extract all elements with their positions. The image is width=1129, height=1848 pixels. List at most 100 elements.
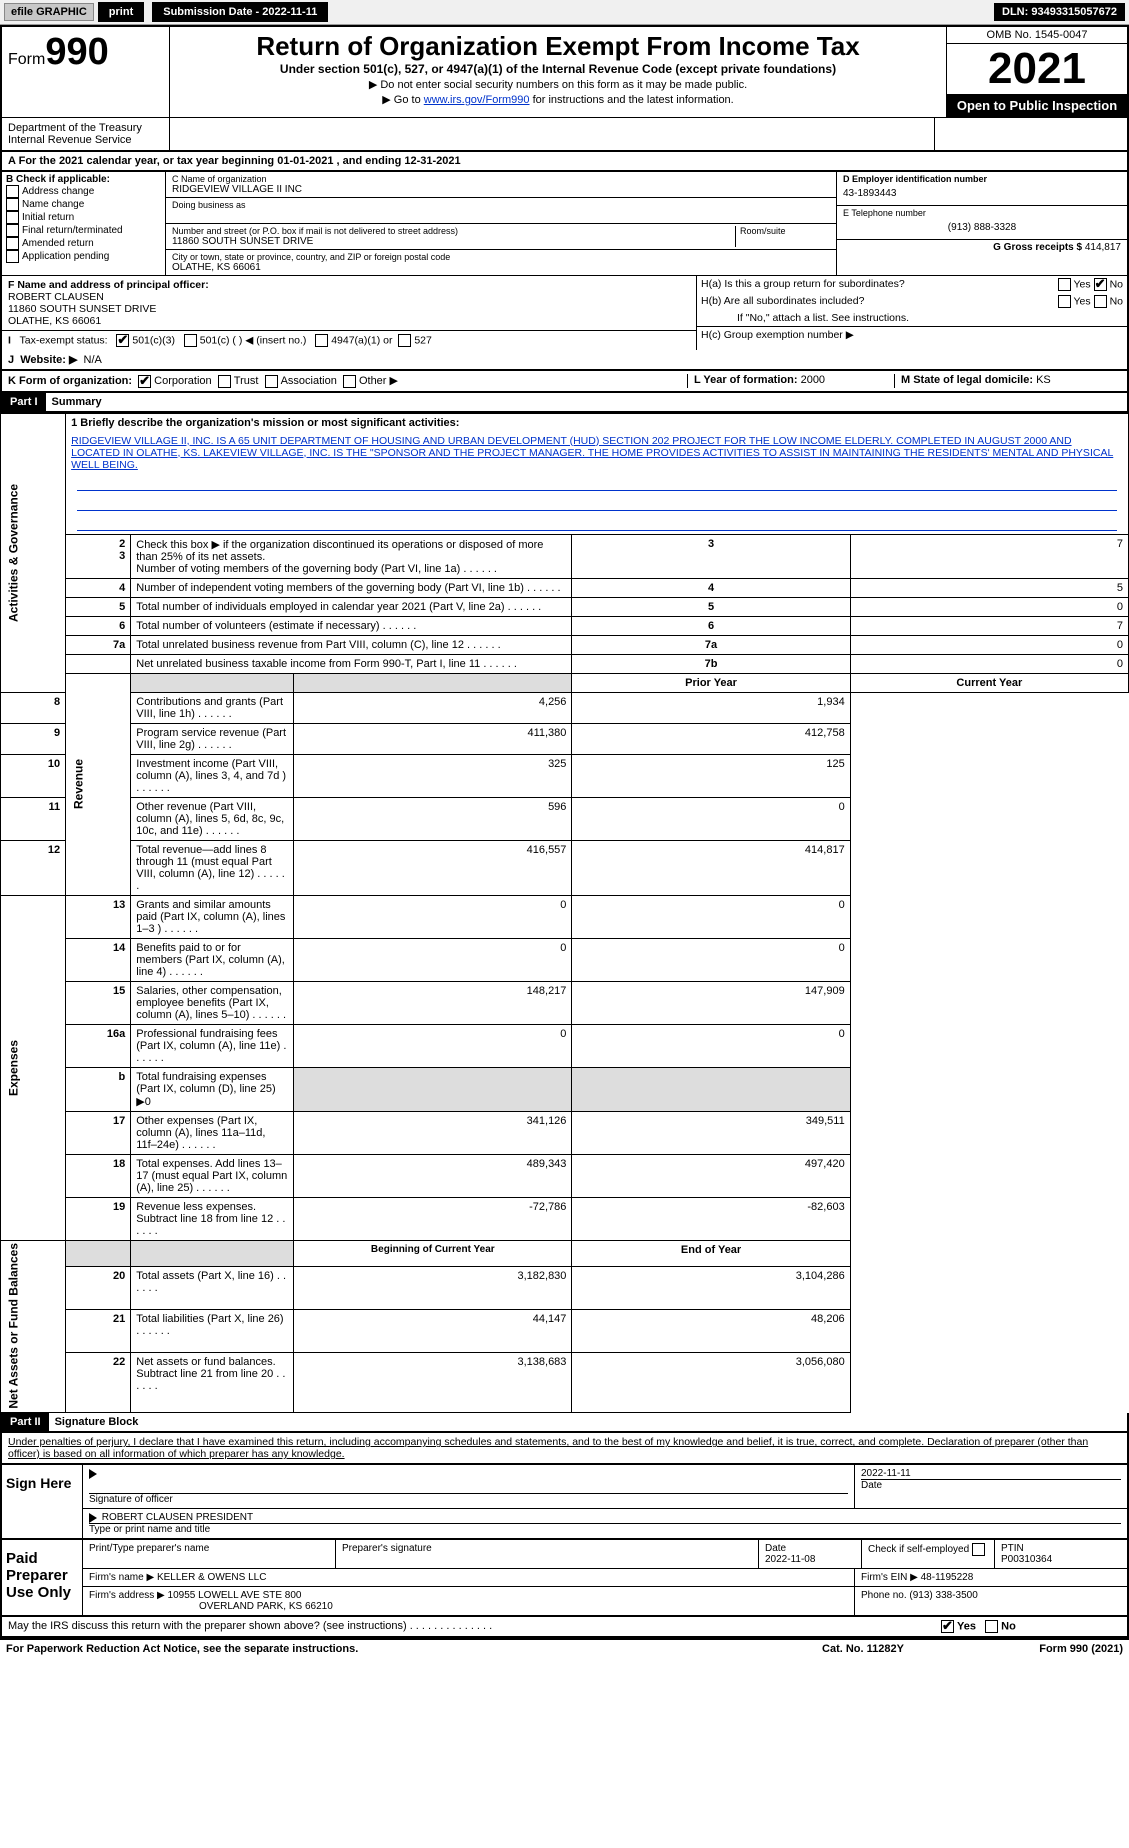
chk-4947a1[interactable] — [315, 334, 328, 347]
row-na-0: Total assets (Part X, line 16) — [131, 1267, 294, 1310]
arrow-icon — [89, 1469, 97, 1479]
chk-501c[interactable] — [184, 334, 197, 347]
lbl-final-return: Final return/terminated — [22, 225, 123, 236]
street-address: 11860 SOUTH SUNSET DRIVE — [172, 236, 735, 247]
row-ag-4: Total unrelated business revenue from Pa… — [131, 635, 572, 654]
prep-self-emp: Check if self-employed — [868, 1544, 988, 1555]
city-state-zip: OLATHE, KS 66061 — [172, 262, 830, 273]
period-text: For the 2021 calendar year, or tax year … — [19, 155, 461, 167]
website-label: Website: ▶ — [20, 354, 77, 366]
form-subtitle: Under section 501(c), 527, or 4947(a)(1)… — [176, 62, 940, 76]
officer-name: ROBERT CLAUSEN — [8, 291, 690, 303]
chk-discuss-yes[interactable] — [941, 1620, 954, 1633]
chk-address-change[interactable] — [6, 185, 19, 198]
block-fh: F Name and address of principal officer:… — [0, 275, 1129, 350]
chk-corp[interactable] — [138, 375, 151, 388]
l-label: L Year of formation: — [694, 374, 798, 386]
phone-value: (913) 888-3328 — [843, 218, 1121, 237]
chk-final-return[interactable] — [6, 224, 19, 237]
typed-name-label: Type or print name and title — [89, 1523, 1121, 1535]
header-row-2: Department of the Treasury Internal Reve… — [0, 117, 1129, 152]
dln-label: DLN: 93493315057672 — [994, 3, 1125, 21]
prep-date-h: Date — [765, 1543, 786, 1554]
gross-receipts-value: 414,817 — [1085, 242, 1121, 253]
paid-preparer-label: Paid Preparer Use Only — [2, 1540, 83, 1615]
chk-501c3[interactable] — [116, 334, 129, 347]
sig-officer-line: Signature of officer — [89, 1493, 848, 1505]
chk-name-change[interactable] — [6, 198, 19, 211]
chk-app-pending[interactable] — [6, 250, 19, 263]
note-link-pre: ▶ Go to — [382, 94, 423, 106]
ln-2: 23 — [66, 534, 131, 578]
tax-year: 2021 — [947, 44, 1127, 94]
row-exp-2: Salaries, other compensation, employee b… — [131, 981, 294, 1024]
firm-phone: (913) 338-3500 — [909, 1590, 977, 1601]
print-button[interactable]: print — [98, 2, 144, 22]
label-i: I — [8, 334, 11, 346]
chk-amended-return[interactable] — [6, 237, 19, 250]
lbl-501c: 501(c) ( ) ◀ (insert no.) — [200, 334, 307, 346]
row-exp-5: Other expenses (Part IX, column (A), lin… — [131, 1111, 294, 1154]
period-row: A For the 2021 calendar year, or tax yea… — [0, 152, 1129, 172]
th-end: End of Year — [572, 1240, 850, 1266]
chk-self-employed[interactable] — [972, 1543, 985, 1556]
lbl-name-change: Name change — [22, 199, 84, 210]
street-label: Number and street (or P.O. box if mail i… — [172, 226, 735, 236]
lbl-corp: Corporation — [154, 375, 211, 387]
lbl-other: Other ▶ — [359, 375, 398, 387]
city-label: City or town, state or province, country… — [172, 252, 830, 262]
chk-ha-yes[interactable] — [1058, 278, 1071, 291]
dept-treasury: Department of the Treasury — [8, 122, 163, 134]
lbl-hb-no: No — [1110, 295, 1123, 307]
lbl-trust: Trust — [234, 375, 259, 387]
chk-ha-no[interactable] — [1094, 278, 1107, 291]
discuss-row: May the IRS discuss this return with the… — [0, 1617, 1129, 1638]
ein-label: D Employer identification number — [843, 174, 1121, 184]
footer-form-pre: Form — [1039, 1643, 1070, 1655]
m-label: M State of legal domicile: — [901, 374, 1033, 386]
row-na-2: Net assets or fund balances. Subtract li… — [131, 1353, 294, 1413]
chk-hb-yes[interactable] — [1058, 295, 1071, 308]
footer-left: For Paperwork Reduction Act Notice, see … — [6, 1643, 763, 1655]
lbl-ha-yes: Yes — [1074, 278, 1091, 290]
sign-here-label: Sign Here — [2, 1465, 83, 1538]
top-bar: efile GRAPHIC print Submission Date - 20… — [0, 0, 1129, 25]
row-ag-3: Total number of volunteers (estimate if … — [131, 616, 572, 635]
irs-link[interactable]: www.irs.gov/Form990 — [424, 94, 530, 106]
block-j: J Website: ▶ N/A — [0, 350, 1129, 371]
dba-label: Doing business as — [172, 200, 830, 210]
row-rev-3: Other revenue (Part VIII, column (A), li… — [131, 797, 294, 840]
arrow-icon — [89, 1513, 97, 1523]
chk-initial-return[interactable] — [6, 211, 19, 224]
chk-other[interactable] — [343, 375, 356, 388]
row-na-1: Total liabilities (Part X, line 26) — [131, 1310, 294, 1353]
part2-bar: Part II — [2, 1413, 49, 1431]
lbl-amended-return: Amended return — [22, 238, 94, 249]
ln-4: 4 — [66, 578, 131, 597]
vlabel-ag: Activities & Governance — [1, 413, 66, 692]
lbl-discuss-no: No — [1001, 1621, 1016, 1633]
m-value: KS — [1036, 374, 1051, 386]
chk-527[interactable] — [398, 334, 411, 347]
submission-date-button[interactable]: Submission Date - 2022-11-11 — [152, 2, 328, 22]
note-link-post: for instructions and the latest informat… — [530, 94, 734, 106]
chk-hb-no[interactable] — [1094, 295, 1107, 308]
form-label: Form — [8, 51, 45, 68]
efile-label: efile GRAPHIC — [4, 3, 94, 21]
open-to-public: Open to Public Inspection — [947, 94, 1127, 117]
chk-trust[interactable] — [218, 375, 231, 388]
chk-assoc[interactable] — [265, 375, 278, 388]
prep-date-v: 2022-11-08 — [765, 1554, 815, 1565]
name-label: C Name of organization — [172, 174, 830, 184]
row-ag-2: Total number of individuals employed in … — [131, 597, 572, 616]
lbl-address-change: Address change — [22, 186, 94, 197]
firm-phone-lbl: Phone no. — [861, 1590, 907, 1601]
form-header: Form990 Return of Organization Exempt Fr… — [0, 25, 1129, 117]
lbl-501c3: 501(c)(3) — [132, 334, 175, 346]
part2-title: Signature Block — [55, 1416, 139, 1428]
lbl-hb-yes: Yes — [1074, 295, 1091, 307]
chk-discuss-no[interactable] — [985, 1620, 998, 1633]
officer-addr1: 11860 SOUTH SUNSET DRIVE — [8, 303, 690, 315]
website-value: N/A — [84, 354, 102, 366]
row-rev-0: Contributions and grants (Part VIII, lin… — [131, 692, 294, 723]
